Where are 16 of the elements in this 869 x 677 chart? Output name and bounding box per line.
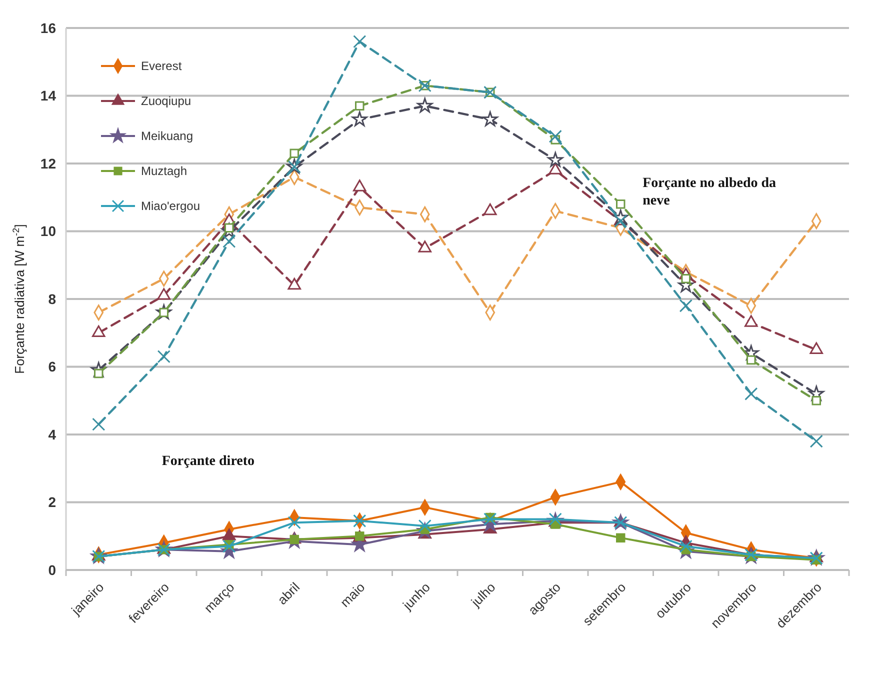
legend-label: Muztagh xyxy=(141,164,188,178)
y-tick-label: 8 xyxy=(48,290,56,307)
legend-label: Zuoqiupu xyxy=(141,94,192,108)
annotation: Forçante direto xyxy=(162,454,255,469)
y-tick-label: 16 xyxy=(40,20,56,36)
y-tick-label: 6 xyxy=(48,358,56,375)
y-tick-label: 4 xyxy=(48,426,56,442)
y-tick-label: 0 xyxy=(48,562,56,578)
y-tick-label: 12 xyxy=(40,155,56,172)
annotation: Forçante no albedo da neve xyxy=(642,176,776,209)
y-tick-label: 2 xyxy=(48,494,56,510)
y-tick-label: 10 xyxy=(40,223,56,240)
legend-label: Meikuang xyxy=(141,129,194,144)
y-tick-label: 14 xyxy=(40,88,56,104)
legend-label: Miao'ergou xyxy=(141,199,200,214)
legend-label: Everest xyxy=(141,59,182,74)
